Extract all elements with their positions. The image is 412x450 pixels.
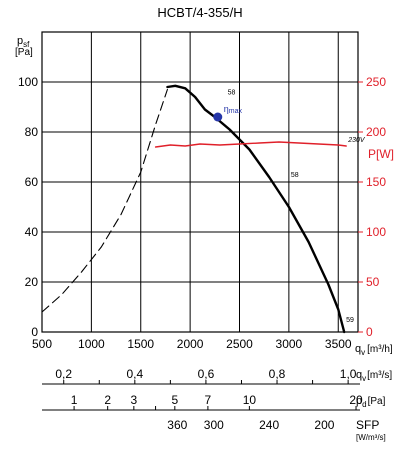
scale-tick-label-m3s: 0,2	[55, 367, 72, 381]
scale-tick-label-m3s: 0,4	[126, 367, 143, 381]
y-left-tick-label: 20	[25, 275, 39, 289]
scale-tick-label-sfp: 360	[167, 418, 187, 432]
scale-unit-m3s: [m³/s]	[367, 370, 392, 381]
x-tick-label: 500	[32, 337, 52, 351]
scale-tick-label-m3s: 0,6	[198, 367, 215, 381]
scale-label-main-m3s: q	[356, 369, 362, 381]
pressure-curve-dashed	[41, 88, 168, 313]
power-curve	[154, 141, 347, 148]
scale-tick-label-sfp: 300	[204, 418, 224, 432]
scale-tick-label-pd: 3	[130, 393, 137, 407]
scale-label-m3s: qv[m³/s]	[356, 369, 392, 383]
eta-symbol: η	[224, 104, 229, 114]
x-tick-label: 3500	[325, 337, 352, 351]
x-tick-label: 1000	[78, 337, 105, 351]
y-left-tick-label: 40	[25, 225, 39, 239]
y-left-tick-label: 100	[18, 75, 38, 89]
scale-label-sub-m3s: v	[362, 374, 366, 383]
y-right-tick-label: 100	[366, 225, 386, 239]
scale-tick-label-pd: 10	[243, 393, 257, 407]
y-left-tick-label: 0	[31, 325, 38, 339]
y-right-tick-label: 50	[366, 275, 380, 289]
x-tick-label: 2500	[226, 337, 253, 351]
curves: 230V ηmax 58 58 59	[41, 84, 366, 334]
scale-label-sub-pd: d	[362, 400, 366, 409]
x-tick-label: 1500	[127, 337, 154, 351]
x-label-unit: [m³/h]	[367, 344, 393, 355]
chart-title: HCBT/4-355/H	[157, 5, 242, 20]
scale-label-main-pd: p	[356, 395, 362, 407]
curve-annotation: 58	[228, 90, 236, 97]
y-right-axis-label: P[W]	[368, 147, 394, 161]
scale-tick-label-sfp: 200	[314, 418, 334, 432]
y-right-tick-label: 200	[366, 125, 386, 139]
y-left-axis-unit: [Pa]	[15, 47, 33, 58]
y-right-tick-label: 250	[366, 75, 386, 89]
x-tick-label: 3000	[276, 337, 303, 351]
scale-tick-label-sfp: 240	[259, 418, 279, 432]
curve-annotation: 58	[291, 172, 299, 179]
scale-label-pd: pd[Pa]	[356, 395, 386, 409]
y-left-label-main: p	[17, 35, 23, 47]
scale-unit-sfp: [W/m³/s]	[356, 433, 386, 442]
power-curve-label: 230V	[347, 137, 366, 144]
grid	[41, 31, 359, 333]
y-left-label-sub: sf	[23, 40, 30, 49]
scale-label-sfp: SFP	[356, 418, 379, 432]
scale-tick-label-m3s: 1,0	[340, 367, 357, 381]
y-right-ticks: 0 50 100 150 200 250	[358, 75, 386, 339]
scale-tick-label-pd: 1	[71, 393, 78, 407]
eta-subscript: max	[229, 108, 243, 115]
scale-tick-label-m3s: 0,8	[269, 367, 286, 381]
scale-unit-pd: [Pa]	[368, 396, 386, 407]
scale-tick-label-pd: 20	[349, 393, 363, 407]
x-ticks: 500 1000 1500 2000 2500 3000 3500	[32, 337, 352, 351]
scale-tick-label-pd: 2	[104, 393, 111, 407]
x-label-sub: v	[361, 348, 365, 357]
y-right-tick-label: 0	[366, 325, 373, 339]
y-left-ticks: 0 20 40 60 80 100	[18, 75, 38, 339]
y-left-tick-label: 80	[25, 125, 39, 139]
eta-max-point	[213, 112, 223, 122]
scale-tick-label-pd: 7	[205, 393, 212, 407]
x-tick-label: 2000	[177, 337, 204, 351]
y-left-axis-label: psf	[17, 35, 30, 49]
x-label-main: q	[355, 343, 361, 355]
pressure-curve	[166, 84, 346, 334]
scale-tick-label-pd: 5	[171, 393, 178, 407]
x-axis-label: qv [m³/h]	[355, 343, 393, 357]
y-right-tick-label: 150	[366, 175, 386, 189]
curve-annotation: 59	[346, 317, 354, 324]
y-left-tick-label: 60	[25, 175, 39, 189]
eta-max-label: ηmax	[224, 104, 243, 115]
